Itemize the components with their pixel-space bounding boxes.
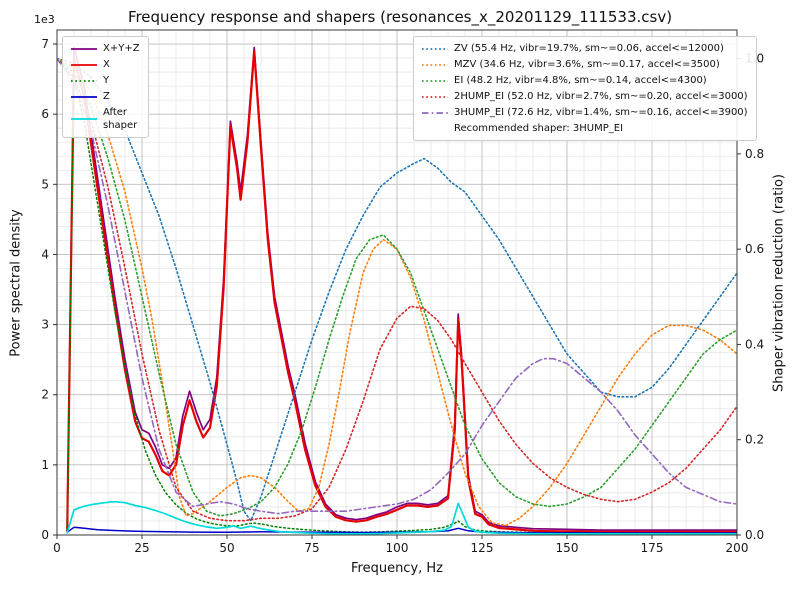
legend-line-sample [422,63,448,66]
series-2hump-ei [57,57,737,522]
legend-label: EI (48.2 Hz, vibr=4.8%, sm~=0.14, accel<… [454,75,707,86]
legend-label: MZV (34.6 Hz, vibr=3.6%, sm~=0.17, accel… [454,59,720,70]
y-right-tick-label: 0.4 [745,337,764,351]
x-tick-label: 125 [471,541,494,555]
legend-line-sample [71,79,97,82]
y-right-tick-label: 0.8 [745,147,764,161]
series-after-shaper [66,500,737,535]
legend-item: After shaper [71,106,140,132]
x-tick-label: 175 [641,541,664,555]
y-left-tick-label: 7 [41,37,49,51]
x-tick-label: 100 [386,541,409,555]
chart-title: Frequency response and shapers (resonanc… [127,8,673,26]
y-axis-label-right: Shaper vibration reduction (ratio) [771,174,787,392]
legend-label: X [103,59,110,70]
y-left-tick-label: 4 [41,247,49,261]
legend-label: 3HUMP_EI (72.6 Hz, vibr=1.4%, sm~=0.16, … [454,107,748,118]
x-tick-label: 150 [556,541,579,555]
y-left-tick-label: 0 [41,528,49,542]
legend-label: ZV (55.4 Hz, vibr=19.7%, sm~=0.06, accel… [454,43,724,54]
legend-line-sample [71,63,97,66]
legend-item: X+Y+Z [71,42,140,55]
legend-line-sample [71,47,97,50]
series-mzv [57,57,737,527]
legend-item: Y [71,74,140,87]
y-left-tick-label: 1 [41,458,49,472]
legend-label: Y [103,75,110,86]
legend-item: 2HUMP_EI (52.0 Hz, vibr=2.7%, sm~=0.20, … [422,90,748,103]
legend-item: Z [71,90,140,103]
legend-label: 2HUMP_EI (52.0 Hz, vibr=2.7%, sm~=0.20, … [454,91,748,102]
y-axis-offset-text: 1e3 [34,13,55,26]
legend-item: MZV (34.6 Hz, vibr=3.6%, sm~=0.17, accel… [422,58,748,71]
y-left-tick-label: 6 [41,107,49,121]
legend-item: X [71,58,140,71]
y-left-tick-label: 2 [41,388,49,402]
x-tick-label: 75 [304,541,319,555]
legend-line-sample [71,95,97,98]
series-zv [57,57,737,522]
x-axis-label: Frequency, Hz [350,561,444,576]
y-right-tick-label: 0.0 [745,528,764,542]
legend-label: Z [103,91,110,102]
y-right-tick-label: 0.2 [745,433,764,447]
legend-line-sample [71,118,97,120]
legend-item: ZV (55.4 Hz, vibr=19.7%, sm~=0.06, accel… [422,42,748,55]
y-left-tick-label: 3 [41,318,49,332]
legend-label: After shaper [103,107,138,131]
legend-line-sample [422,111,448,114]
legend-line-sample [422,79,448,82]
legend-label: X+Y+Z [103,43,140,54]
series-3hump-ei [57,57,737,515]
legend-item: EI (48.2 Hz, vibr=4.8%, sm~=0.14, accel<… [422,74,748,87]
x-tick-label: 0 [53,541,61,555]
x-tick-label: 50 [219,541,234,555]
legend-line-sample [422,47,448,50]
y-right-tick-label: 0.6 [745,242,764,256]
legend-item: 3HUMP_EI (72.6 Hz, vibr=1.4%, sm~=0.16, … [422,106,748,119]
series-group [57,46,737,535]
legend-shapers: ZV (55.4 Hz, vibr=19.7%, sm~=0.06, accel… [413,36,757,141]
y-axis-label-left: Power spectral density [8,209,24,357]
y-left-tick-label: 5 [41,177,49,191]
x-tick-label: 200 [726,541,749,555]
series-ei [57,57,737,517]
x-tick-label: 25 [134,541,149,555]
legend-item: Recommended shaper: 3HUMP_EI [422,122,748,135]
legend-line-sample [422,124,448,134]
tick-labels: 0 25 50 75 100 125 150 175 200 0 1 2 3 4 5 6 7 0.0 0.2 0.4 0… [41,37,764,555]
legend-psd: X+Y+Z X Y Z After shaper [62,36,149,138]
legend-line-sample [422,95,448,98]
legend-label: Recommended shaper: 3HUMP_EI [454,123,624,134]
